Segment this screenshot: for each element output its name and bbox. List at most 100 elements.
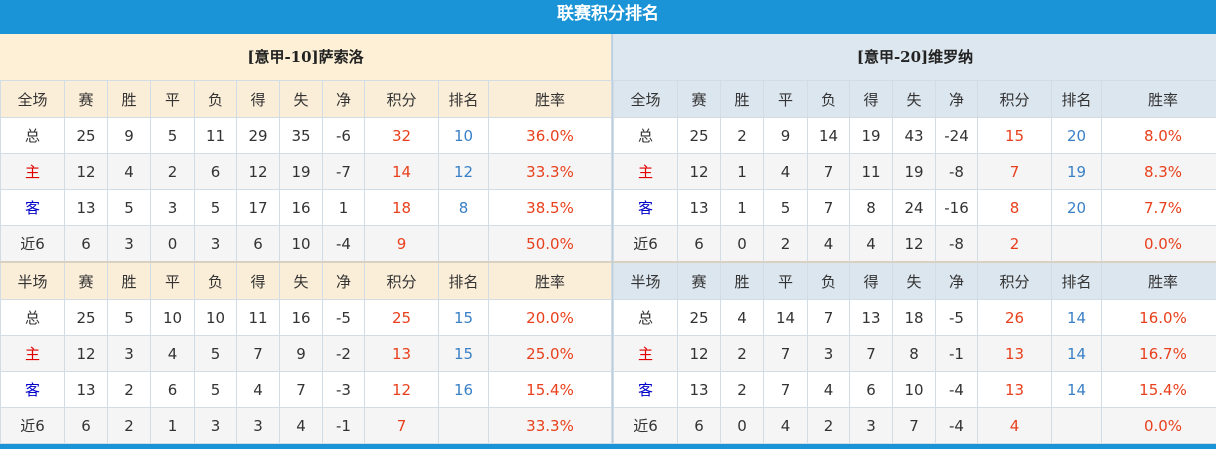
column-header: 失 bbox=[280, 81, 323, 118]
table-cell: 9 bbox=[365, 226, 439, 263]
table-cell: 8 bbox=[893, 336, 936, 372]
column-header: 净 bbox=[323, 81, 365, 118]
table-cell: 8.3% bbox=[1102, 154, 1216, 190]
table-cell: 5 bbox=[764, 190, 808, 226]
table-cell: 16 bbox=[280, 300, 323, 336]
table-cell: 14 bbox=[1052, 336, 1102, 372]
column-header: 胜 bbox=[721, 81, 764, 118]
table-cell: 3 bbox=[108, 336, 151, 372]
column-header: 半场 bbox=[614, 262, 678, 300]
table-cell: 7 bbox=[850, 336, 893, 372]
table-cell: 4 bbox=[721, 300, 764, 336]
table-cell: 19 bbox=[1052, 154, 1102, 190]
table-cell: 2 bbox=[721, 336, 764, 372]
table-cell: 15 bbox=[439, 300, 489, 336]
table-cell: 2 bbox=[978, 226, 1052, 263]
table-cell: 6 bbox=[65, 408, 108, 444]
column-header: 积分 bbox=[978, 262, 1052, 300]
table-cell: 25 bbox=[678, 118, 721, 154]
table-cell: -8 bbox=[936, 226, 978, 263]
table-cell: 7 bbox=[808, 190, 850, 226]
table-cell: -16 bbox=[936, 190, 978, 226]
table-cell: 12 bbox=[678, 336, 721, 372]
table-cell: 4 bbox=[764, 408, 808, 444]
table-cell: 8 bbox=[850, 190, 893, 226]
table-cell: 12 bbox=[893, 226, 936, 263]
column-header: 胜 bbox=[108, 81, 151, 118]
table-cell: 20 bbox=[1052, 118, 1102, 154]
table-cell: 7 bbox=[893, 408, 936, 444]
table-cell: 33.3% bbox=[489, 154, 612, 190]
column-header: 净 bbox=[936, 262, 978, 300]
table-cell: 33.3% bbox=[489, 408, 612, 444]
column-header: 失 bbox=[893, 262, 936, 300]
column-header: 负 bbox=[195, 262, 237, 300]
table-cell: 13 bbox=[978, 336, 1052, 372]
table-cell: 8.0% bbox=[1102, 118, 1216, 154]
table-cell: 18 bbox=[365, 190, 439, 226]
table-cell: 3 bbox=[151, 190, 195, 226]
column-header: 胜 bbox=[108, 262, 151, 300]
table-cell: 13 bbox=[850, 300, 893, 336]
table-cell: 5 bbox=[195, 190, 237, 226]
table-cell: 1 bbox=[323, 190, 365, 226]
table-cell: 7 bbox=[808, 154, 850, 190]
column-header: 净 bbox=[323, 262, 365, 300]
table-cell: 10 bbox=[195, 300, 237, 336]
table-cell: 13 bbox=[365, 336, 439, 372]
table-cell: 客 bbox=[1, 190, 65, 226]
table-cell: 主 bbox=[614, 154, 678, 190]
table-cell: 8 bbox=[978, 190, 1052, 226]
table-cell: 24 bbox=[893, 190, 936, 226]
column-header: 积分 bbox=[365, 262, 439, 300]
table-cell: 6 bbox=[195, 154, 237, 190]
table-cell bbox=[439, 408, 489, 444]
column-header: 排名 bbox=[439, 81, 489, 118]
table-cell: 13 bbox=[65, 190, 108, 226]
column-header: 赛 bbox=[65, 81, 108, 118]
table-cell: 19 bbox=[893, 154, 936, 190]
table-cell: 3 bbox=[195, 226, 237, 263]
column-header: 全场 bbox=[614, 81, 678, 118]
table-cell bbox=[439, 226, 489, 263]
table-cell: 14 bbox=[1052, 300, 1102, 336]
table-cell: 25 bbox=[65, 300, 108, 336]
header-row-full: 全场赛胜平负得失净积分排名胜率 bbox=[1, 81, 612, 118]
column-header: 得 bbox=[850, 81, 893, 118]
table-cell: -4 bbox=[936, 408, 978, 444]
table-cell: 16 bbox=[439, 372, 489, 408]
table-cell: 3 bbox=[195, 408, 237, 444]
table-cell: 主 bbox=[1, 336, 65, 372]
column-header: 积分 bbox=[365, 81, 439, 118]
table-cell: 0 bbox=[721, 226, 764, 263]
table-cell: 7 bbox=[280, 372, 323, 408]
table-cell: 3 bbox=[808, 336, 850, 372]
page-title: 联赛积分排名 bbox=[0, 0, 1216, 34]
table-cell: 客 bbox=[1, 372, 65, 408]
column-header: 平 bbox=[764, 81, 808, 118]
column-header: 排名 bbox=[1052, 81, 1102, 118]
table-cell: 5 bbox=[151, 118, 195, 154]
table-cell: 5 bbox=[108, 300, 151, 336]
column-header: 失 bbox=[280, 262, 323, 300]
table-cell: 25 bbox=[65, 118, 108, 154]
table-cell: 13 bbox=[978, 372, 1052, 408]
table-cell: 2 bbox=[151, 154, 195, 190]
table-cell: 11 bbox=[195, 118, 237, 154]
column-header: 负 bbox=[808, 262, 850, 300]
table-cell: 2 bbox=[721, 372, 764, 408]
table-cell: 14 bbox=[764, 300, 808, 336]
column-header: 赛 bbox=[65, 262, 108, 300]
table-cell: 客 bbox=[614, 190, 678, 226]
header-row-half: 半场赛胜平负得失净积分排名胜率 bbox=[1, 262, 612, 300]
table-cell: 10 bbox=[893, 372, 936, 408]
table-cell: 12 bbox=[237, 154, 280, 190]
table-cell: 26 bbox=[978, 300, 1052, 336]
